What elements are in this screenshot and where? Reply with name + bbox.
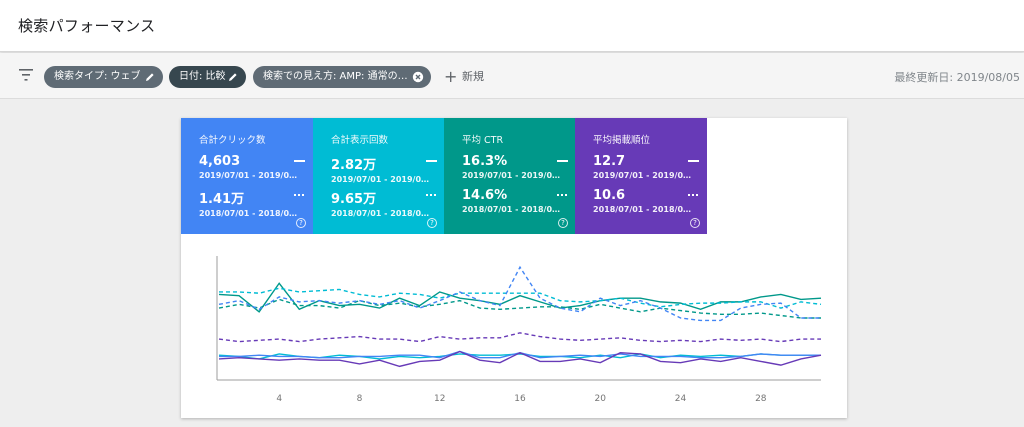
metric-current-range: 2019/07/01 - 2019/0…: [593, 171, 692, 180]
dashed-line-legend-icon: [688, 194, 699, 196]
chip-label: 検索での見え方: AMP: 通常の…: [263, 71, 408, 82]
dashed-line-legend-icon: [557, 194, 568, 196]
metric-current: 4,603 2019/07/01 - 2019/0…: [199, 154, 305, 180]
filter-icon[interactable]: [18, 68, 34, 82]
x-tick-label: 12: [434, 394, 445, 404]
edit-icon[interactable]: [227, 71, 239, 83]
solid-line-legend-icon: [557, 160, 568, 162]
chip-label: 日付: 比較: [179, 71, 226, 82]
metric-previous: 1.41万 2018/07/01 - 2018/0…: [199, 188, 305, 218]
help-icon[interactable]: ?: [296, 218, 306, 228]
filter-chip-search-appearance[interactable]: 検索での見え方: AMP: 通常の…: [253, 66, 431, 88]
x-tick-label: 28: [755, 394, 767, 404]
metric-previous-range: 2018/07/01 - 2018/0…: [331, 209, 430, 218]
help-icon[interactable]: ?: [558, 218, 568, 228]
add-filter-label: 新規: [462, 70, 484, 83]
solid-line-legend-icon: [426, 160, 437, 162]
metric-label: 平均 CTR: [462, 135, 504, 146]
performance-chart[interactable]: 4 8 12 16 20 24 28: [181, 244, 847, 418]
metric-current-value: 4,603: [199, 154, 241, 169]
metric-card-total-impressions[interactable]: 合計表示回数 2.82万 2019/07/01 - 2019/0… 9.65万 …: [313, 118, 444, 234]
series-line-1: [218, 298, 821, 319]
metric-previous-value: 10.6: [593, 188, 626, 203]
metric-previous: 9.65万 2018/07/01 - 2018/0…: [331, 188, 437, 218]
metric-current-value: 16.3%: [462, 154, 508, 169]
metric-current-range: 2019/07/01 - 2019/0…: [331, 175, 430, 184]
metric-previous: 14.6% 2018/07/01 - 2018/0…: [462, 188, 568, 214]
metric-card-average-position[interactable]: 平均掲載順位 12.7 2019/07/01 - 2019/0… 10.6 20…: [575, 118, 707, 234]
metric-current-range: 2019/07/01 - 2019/0…: [199, 171, 298, 180]
series-line-3: [218, 265, 821, 322]
metric-previous-value: 9.65万: [331, 192, 377, 207]
top-app-bar: 検索パフォーマンス: [0, 0, 1024, 52]
metric-label: 合計表示回数: [331, 135, 389, 146]
metric-current-value: 2.82万: [331, 158, 377, 173]
filter-chip-date[interactable]: 日付: 比較: [169, 66, 246, 88]
solid-line-legend-icon: [688, 160, 699, 162]
metric-current: 12.7 2019/07/01 - 2019/0…: [593, 154, 699, 180]
last-updated-text: 最終更新日: 2019/08/05: [894, 71, 1020, 84]
series-line-4: [218, 332, 821, 343]
x-tick-label: 4: [276, 394, 282, 404]
page-title: 検索パフォーマンス: [18, 17, 156, 35]
metric-current-value: 12.7: [593, 154, 626, 169]
metric-current-range: 2019/07/01 - 2019/0…: [462, 171, 561, 180]
x-tick-label: 20: [595, 394, 607, 404]
help-icon[interactable]: ?: [427, 218, 437, 228]
help-icon[interactable]: ?: [690, 218, 700, 228]
dashed-line-legend-icon: [294, 194, 305, 196]
metric-previous-value: 14.6%: [462, 188, 508, 203]
metric-current: 2.82万 2019/07/01 - 2019/0…: [331, 154, 437, 184]
performance-card: 合計クリック数 4,603 2019/07/01 - 2019/0… 1.41万…: [181, 118, 847, 418]
metric-previous-range: 2018/07/01 - 2018/0…: [593, 205, 692, 214]
add-filter-button[interactable]: + 新規: [444, 67, 484, 87]
chip-label: 検索タイプ: ウェブ: [54, 71, 141, 82]
x-tick-label: 24: [675, 394, 687, 404]
edit-icon[interactable]: [144, 71, 156, 83]
metric-previous: 10.6 2018/07/01 - 2018/0…: [593, 188, 699, 214]
performance-chart-svg: 4 8 12 16 20 24 28: [216, 256, 822, 404]
metric-label: 合計クリック数: [199, 135, 266, 146]
filter-bar: 検索タイプ: ウェブ 日付: 比較 検索での見え方: AMP: 通常の… + 新…: [0, 53, 1024, 99]
close-icon[interactable]: [412, 71, 424, 83]
series-line-7: [218, 350, 822, 368]
series-line-2: [219, 287, 822, 309]
metric-card-total-clicks[interactable]: 合計クリック数 4,603 2019/07/01 - 2019/0… 1.41万…: [181, 118, 313, 234]
dashed-line-legend-icon: [426, 194, 437, 196]
x-tick-label: 16: [514, 394, 526, 404]
x-tick-label: 8: [357, 394, 363, 404]
metric-previous-range: 2018/07/01 - 2018/0…: [199, 209, 298, 218]
metric-card-average-ctr[interactable]: 平均 CTR 16.3% 2019/07/01 - 2019/0… 14.6% …: [444, 118, 575, 234]
solid-line-legend-icon: [294, 160, 305, 162]
filter-chip-search-type[interactable]: 検索タイプ: ウェブ: [44, 66, 163, 88]
plus-icon: +: [444, 67, 458, 86]
metric-current: 16.3% 2019/07/01 - 2019/0…: [462, 154, 568, 180]
metric-label: 平均掲載順位: [593, 135, 651, 146]
metric-previous-value: 1.41万: [199, 192, 245, 207]
metric-previous-range: 2018/07/01 - 2018/0…: [462, 205, 561, 214]
